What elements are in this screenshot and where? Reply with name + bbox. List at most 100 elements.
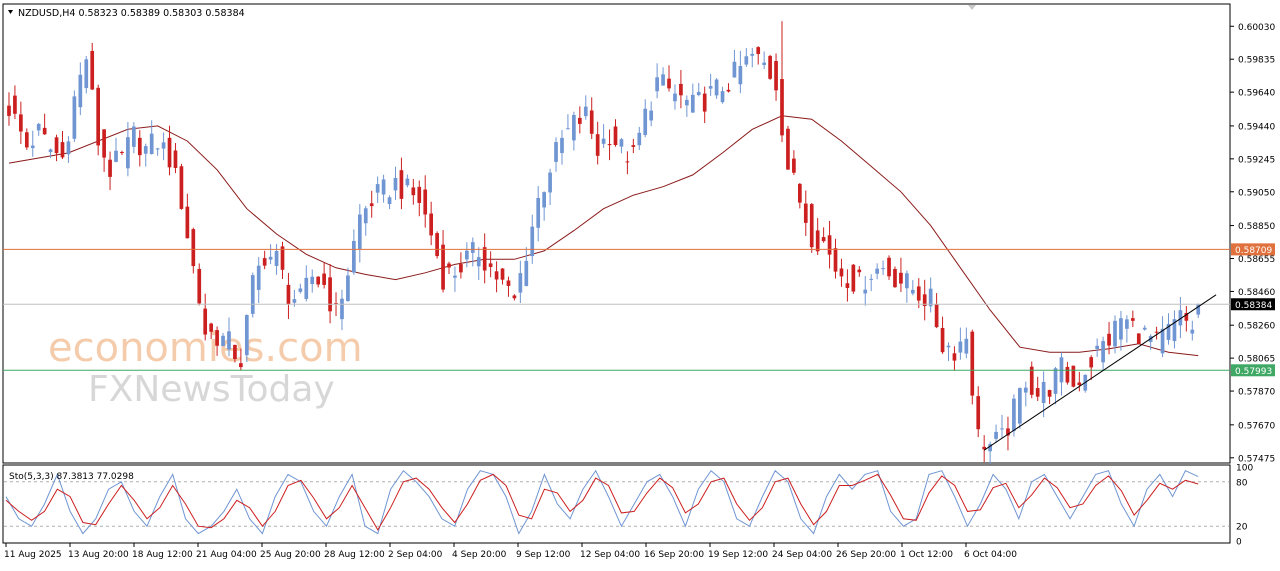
- candle[interactable]: [459, 252, 463, 279]
- candle[interactable]: [619, 137, 624, 154]
- candle-body[interactable]: [1095, 345, 1099, 349]
- candle-body[interactable]: [643, 108, 648, 135]
- candle[interactable]: [679, 70, 683, 109]
- candle[interactable]: [952, 346, 957, 371]
- candle-body[interactable]: [197, 268, 202, 304]
- candle-body[interactable]: [1065, 366, 1070, 383]
- candle[interactable]: [881, 260, 885, 275]
- candle[interactable]: [286, 273, 291, 319]
- candle-body[interactable]: [233, 344, 237, 360]
- candle[interactable]: [797, 183, 802, 209]
- candle-body[interactable]: [631, 145, 636, 147]
- candle[interactable]: [1029, 361, 1034, 399]
- candle[interactable]: [869, 274, 874, 292]
- candle-body[interactable]: [970, 331, 975, 396]
- candle[interactable]: [928, 277, 933, 313]
- candle[interactable]: [572, 111, 576, 151]
- candle-body[interactable]: [149, 133, 154, 154]
- candle-body[interactable]: [340, 298, 344, 320]
- candle[interactable]: [464, 242, 469, 268]
- candle[interactable]: [738, 50, 743, 94]
- candle-body[interactable]: [48, 149, 53, 153]
- candle[interactable]: [197, 263, 202, 306]
- candle-body[interactable]: [161, 142, 166, 149]
- candle[interactable]: [340, 289, 344, 331]
- candle[interactable]: [768, 54, 772, 80]
- candle[interactable]: [1047, 389, 1052, 404]
- candle-body[interactable]: [601, 138, 606, 144]
- candle-body[interactable]: [821, 237, 826, 242]
- candle[interactable]: [655, 63, 659, 99]
- candle[interactable]: [1154, 326, 1159, 340]
- candle[interactable]: [24, 128, 29, 150]
- candle[interactable]: [48, 148, 53, 159]
- candle[interactable]: [494, 261, 499, 293]
- candle-body[interactable]: [940, 327, 945, 353]
- candle[interactable]: [322, 262, 326, 289]
- candle-body[interactable]: [1089, 357, 1094, 368]
- candle-body[interactable]: [244, 315, 249, 356]
- candle-body[interactable]: [928, 288, 933, 307]
- candle-body[interactable]: [173, 150, 178, 168]
- candle[interactable]: [399, 157, 404, 210]
- candle[interactable]: [328, 264, 332, 324]
- candle[interactable]: [1166, 313, 1171, 345]
- candle[interactable]: [357, 204, 362, 263]
- candle-body[interactable]: [316, 276, 321, 285]
- candle-body[interactable]: [209, 323, 213, 332]
- candle[interactable]: [441, 230, 445, 293]
- candle-body[interactable]: [809, 204, 814, 248]
- triangle-down-icon[interactable]: [8, 10, 13, 14]
- candle-body[interactable]: [155, 148, 160, 150]
- candle[interactable]: [227, 317, 231, 357]
- candle[interactable]: [114, 137, 118, 163]
- candle[interactable]: [19, 101, 23, 145]
- candle-body[interactable]: [1041, 381, 1046, 403]
- candle[interactable]: [1142, 325, 1147, 331]
- candle[interactable]: [708, 73, 713, 96]
- candle[interactable]: [268, 244, 273, 265]
- candle-body[interactable]: [708, 86, 713, 89]
- candle-body[interactable]: [506, 280, 511, 286]
- candle[interactable]: [244, 314, 249, 363]
- candle[interactable]: [542, 191, 546, 221]
- candle-body[interactable]: [357, 214, 362, 249]
- candle[interactable]: [36, 122, 41, 136]
- candle-body[interactable]: [84, 59, 89, 89]
- candle[interactable]: [470, 237, 475, 267]
- candle-body[interactable]: [393, 177, 398, 191]
- candle[interactable]: [637, 126, 642, 150]
- candle-body[interactable]: [595, 134, 600, 156]
- candle[interactable]: [524, 247, 529, 287]
- candle[interactable]: [60, 131, 65, 159]
- candle[interactable]: [304, 265, 309, 302]
- candle[interactable]: [1136, 333, 1141, 344]
- candle[interactable]: [982, 435, 987, 463]
- candle[interactable]: [940, 316, 945, 354]
- candle[interactable]: [744, 48, 749, 67]
- candle-body[interactable]: [851, 264, 856, 292]
- candle[interactable]: [1035, 376, 1040, 401]
- candle[interactable]: [916, 278, 921, 309]
- candle-body[interactable]: [334, 303, 338, 305]
- candle[interactable]: [512, 294, 517, 301]
- candle-body[interactable]: [1166, 324, 1171, 340]
- candle-body[interactable]: [256, 265, 261, 290]
- candle[interactable]: [54, 134, 59, 162]
- candle-body[interactable]: [423, 189, 428, 215]
- candle[interactable]: [625, 151, 630, 175]
- candle-body[interactable]: [744, 56, 749, 65]
- candle[interactable]: [589, 97, 594, 140]
- candle[interactable]: [1000, 414, 1004, 439]
- candle[interactable]: [1089, 355, 1094, 380]
- candle-body[interactable]: [24, 132, 29, 148]
- candle[interactable]: [863, 276, 868, 306]
- candle[interactable]: [685, 95, 689, 117]
- candle[interactable]: [875, 263, 879, 280]
- candle[interactable]: [209, 322, 213, 340]
- candle-body[interactable]: [964, 338, 969, 354]
- candle[interactable]: [1130, 310, 1135, 328]
- candle[interactable]: [1107, 321, 1111, 355]
- candle-body[interactable]: [1035, 388, 1040, 397]
- candle-body[interactable]: [1125, 319, 1129, 329]
